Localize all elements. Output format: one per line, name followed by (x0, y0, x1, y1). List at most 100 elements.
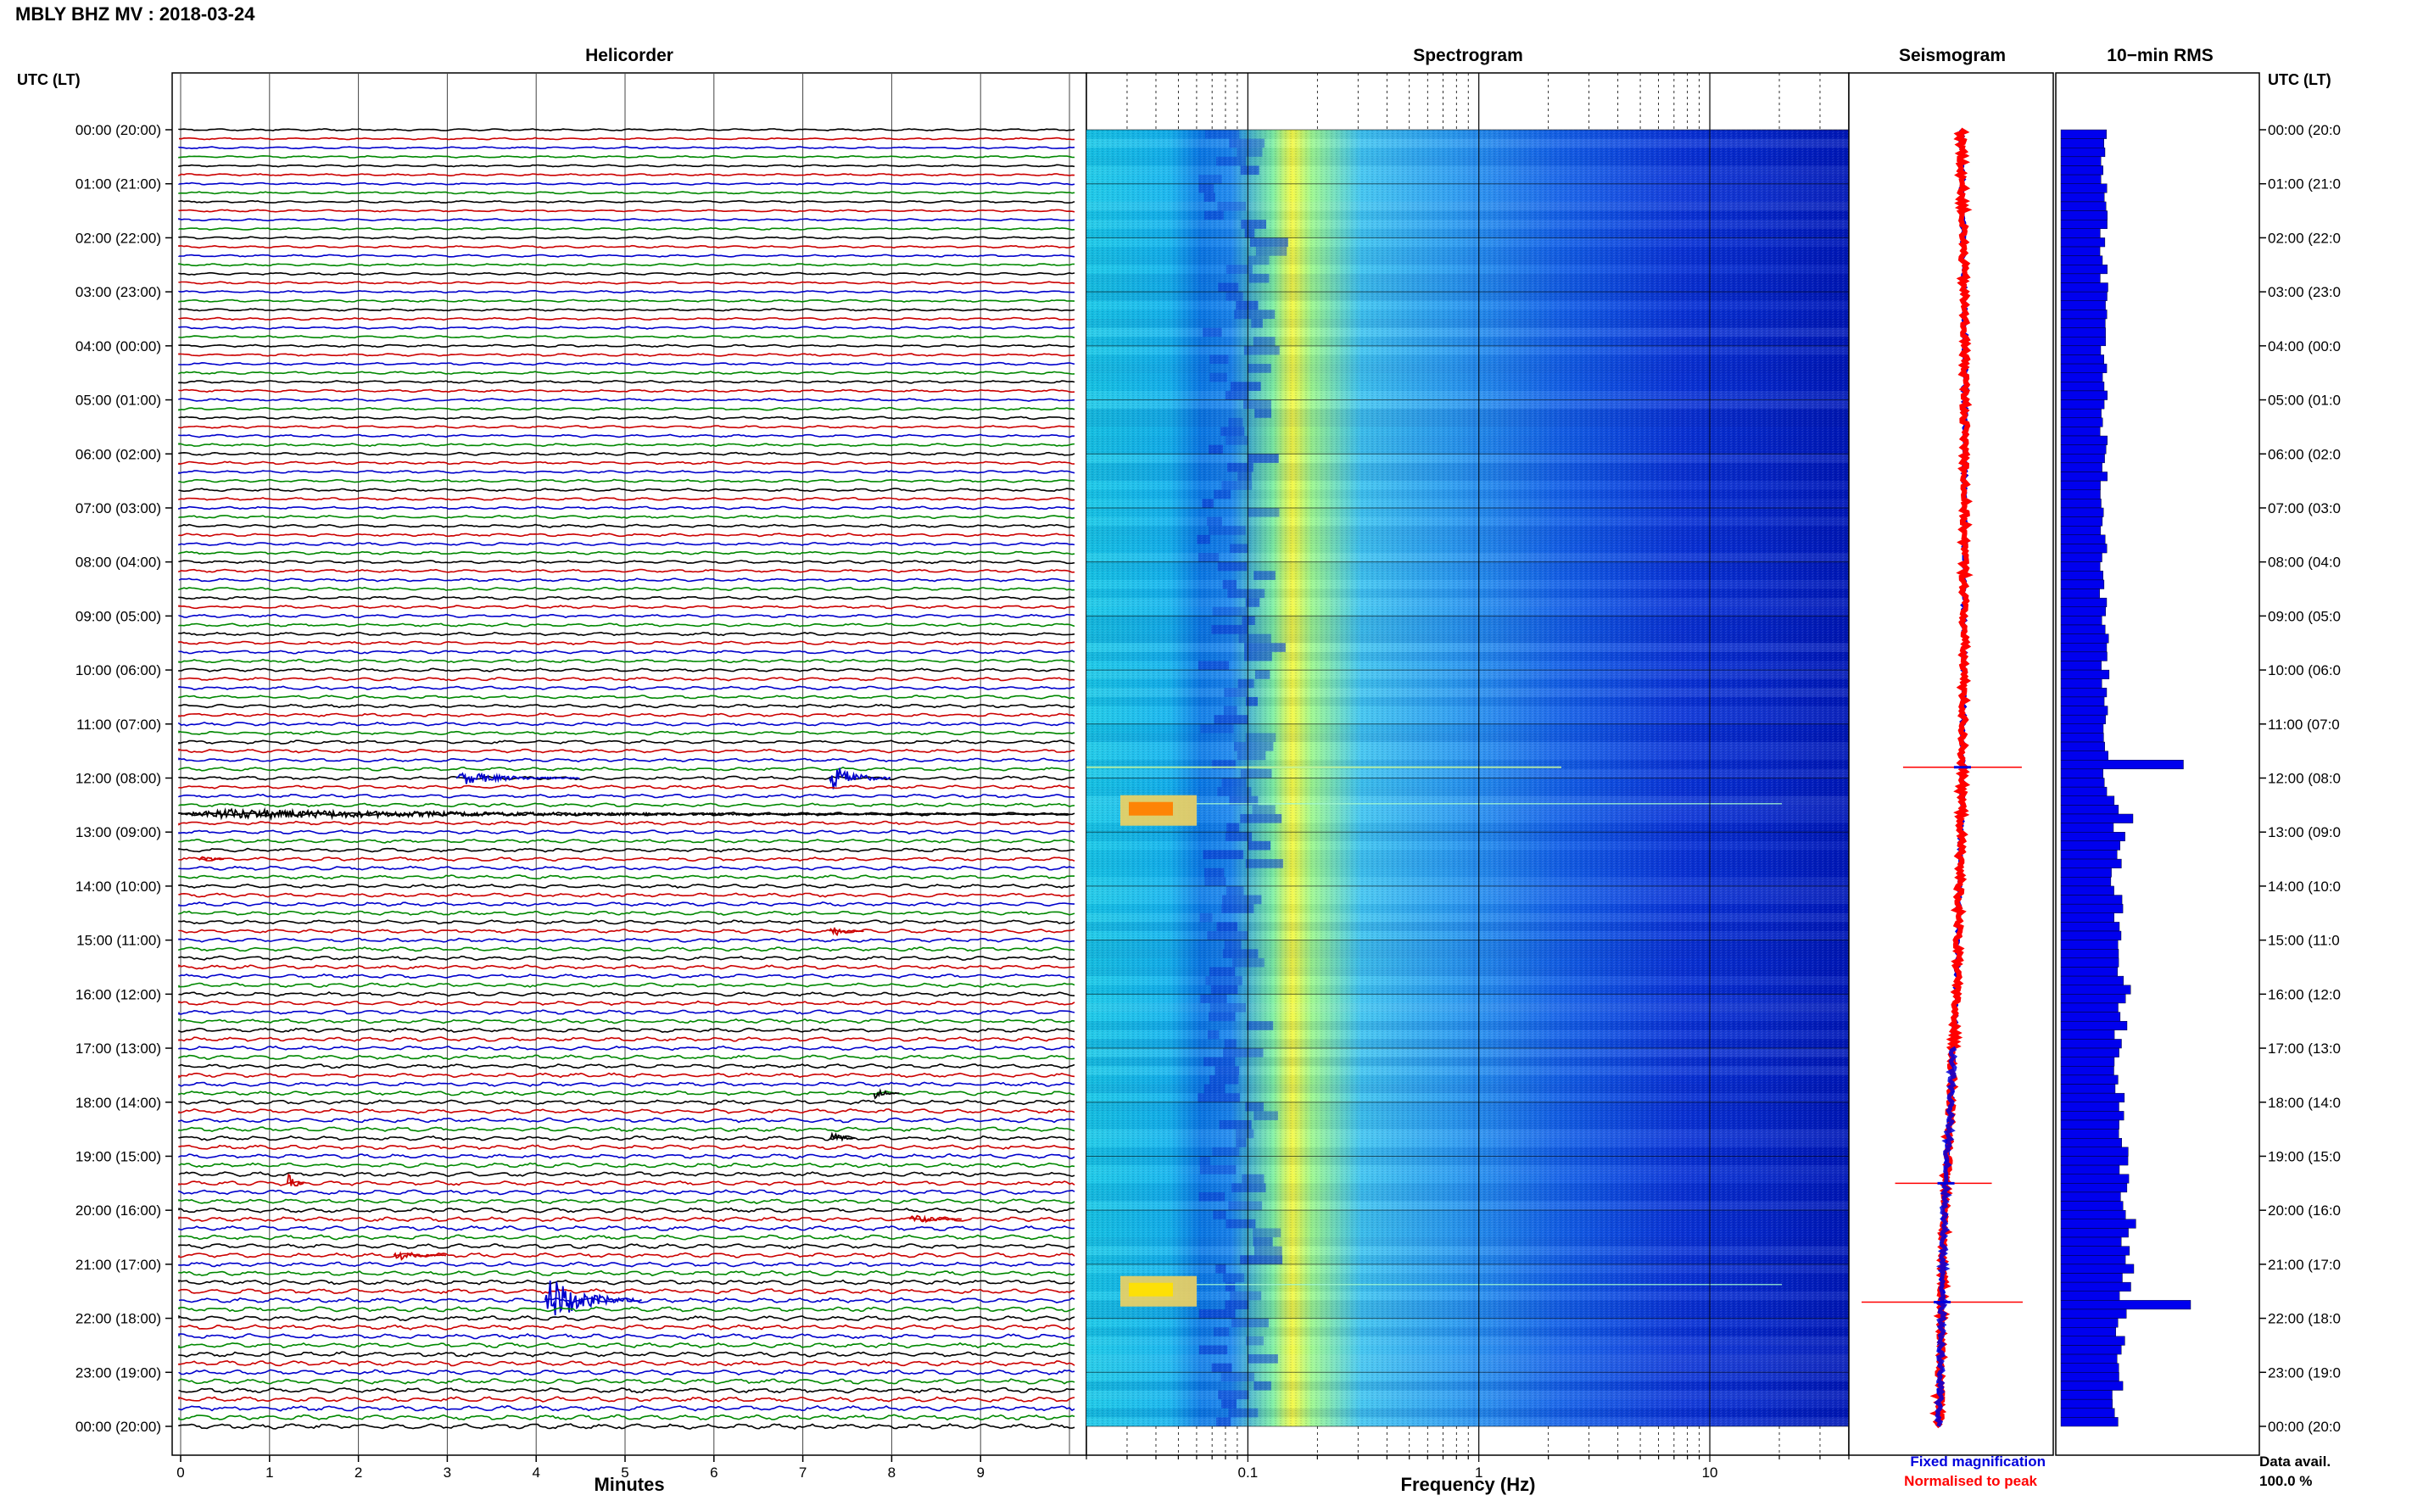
helicorder-trace (178, 289, 1075, 294)
helicorder-trace (178, 1162, 1075, 1169)
seismogram-frame (1848, 72, 2054, 1456)
rms-bar (2060, 219, 2108, 230)
helicorder-trace (178, 550, 1075, 555)
rms-bar (2060, 148, 2106, 158)
rms-bar (2060, 1345, 2122, 1355)
helicorder-trace (178, 308, 1075, 312)
helicorder-trace (178, 793, 1075, 799)
helicorder-xlabel: Minutes (594, 1474, 664, 1495)
rms-bar (2060, 265, 2108, 275)
time-label-right: 07:00 (03:0 (2268, 500, 2341, 516)
helicorder-trace (178, 416, 1075, 421)
rms-bar (2060, 1129, 2119, 1139)
rms-bar (2060, 156, 2102, 166)
helicorder-trace (178, 541, 1075, 546)
time-label-right: 11:00 (07:0 (2268, 717, 2340, 733)
rms-bar (2060, 372, 2103, 382)
rms-bar (2060, 318, 2106, 328)
helicorder-trace (178, 343, 1075, 349)
helicorder-trace (178, 1359, 1075, 1367)
time-labels-left: 00:00 (20:00) 01:00 (21:00) 02:00 (22:00) 0… (75, 122, 161, 1435)
rms-bar (2060, 201, 2107, 211)
rms-bar (2060, 795, 2115, 806)
rms-panel (2055, 72, 2260, 1456)
helicorder-trace (178, 1324, 1075, 1331)
rms-bar (2060, 606, 2106, 617)
rms-bar (2060, 1273, 2123, 1283)
time-label-right: 19:00 (15:0 (2268, 1148, 2341, 1164)
helicorder-trace (178, 1027, 1075, 1033)
helicorder-trace (178, 154, 1075, 159)
helicorder-trace (178, 199, 1075, 204)
helicorder-trace (178, 1144, 1075, 1151)
helicorder-trace (178, 1225, 1075, 1231)
rms-bar (2060, 1308, 2127, 1319)
rms-bar (2060, 1228, 2129, 1238)
helicorder-trace (178, 1306, 1075, 1313)
rms-bar (2060, 1246, 2130, 1256)
data-avail-label: Data avail. (2259, 1453, 2331, 1470)
helicorder-trace (178, 919, 1075, 925)
rms-bar (2060, 1092, 2125, 1102)
rms-bar (2060, 733, 2104, 743)
helicorder-trace (178, 326, 1075, 330)
rms-bar (2060, 427, 2101, 437)
helicorder-trace (178, 946, 1075, 952)
time-label-left: 18:00 (14:00) (75, 1095, 161, 1111)
rms-bar (2060, 688, 2108, 698)
spectrogram-tick-label: 0.1 (1238, 1465, 1259, 1481)
helicorder-trace (178, 865, 1075, 871)
rms-bar (2060, 273, 2101, 283)
helicorder-trace (178, 640, 1075, 645)
rms-bar (2060, 868, 2112, 878)
helicorder-trace (178, 1018, 1075, 1024)
rms-bar (2060, 1318, 2119, 1328)
helicorder-trace (178, 263, 1075, 267)
rms-bar (2060, 210, 2108, 220)
rms-bar (2060, 1020, 2128, 1031)
seismogram-title: Seismogram (1899, 46, 2006, 65)
time-label-left: 17:00 (13:00) (75, 1041, 161, 1057)
spectrogram-tick-label: 10 (1702, 1465, 1718, 1481)
rms-bar (2060, 1164, 2120, 1174)
helicorder-event (544, 1280, 642, 1316)
rms-bar (2060, 669, 2110, 679)
rms-bar (2060, 544, 2108, 554)
helicorder-trace (178, 1242, 1075, 1250)
time-label-right: 10:00 (06:0 (2268, 662, 2341, 678)
time-label-left: 10:00 (06:00) (75, 662, 161, 678)
rms-bar (2060, 255, 2103, 265)
helicorder-trace (178, 937, 1075, 943)
rms-title: 10−min RMS (2107, 46, 2213, 65)
rms-bar (2060, 174, 2102, 184)
helicorder-trace (178, 748, 1075, 754)
helicorder-trace (178, 1081, 1075, 1087)
time-label-left: 01:00 (21:00) (75, 176, 161, 192)
rms-bar (2060, 805, 2119, 815)
helicorder-trace (178, 703, 1075, 709)
time-label-left: 19:00 (15:00) (75, 1148, 161, 1164)
time-label-left: 16:00 (12:00) (75, 986, 161, 1002)
time-label-left: 00:00 (20:00) (75, 1419, 161, 1435)
helicorder-event (198, 856, 225, 862)
helicorder-trace (178, 1369, 1075, 1376)
helicorder-trace (178, 775, 1075, 781)
seismogram-normalised-trace (1929, 127, 1974, 1429)
helicorder-trace (178, 1036, 1075, 1042)
helicorder-trace (178, 595, 1075, 600)
rms-bar (2060, 1255, 2126, 1265)
helicorder-trace (178, 667, 1075, 672)
rms-bar (2060, 813, 2134, 823)
helicorder-trace (178, 802, 1075, 808)
helicorder-trace (178, 1072, 1075, 1079)
rms-bar (2060, 534, 2106, 544)
rms-bar (2060, 363, 2108, 373)
rms-bar (2060, 678, 2102, 689)
helicorder-trace (178, 658, 1075, 664)
rms-bar (2060, 1039, 2122, 1049)
helicorder-tick-label: 3 (444, 1465, 451, 1481)
rms-bar (2060, 589, 2100, 599)
rms-bar (2060, 723, 2104, 734)
helicorder-trace (178, 605, 1075, 610)
time-label-left: 20:00 (16:00) (75, 1202, 161, 1219)
